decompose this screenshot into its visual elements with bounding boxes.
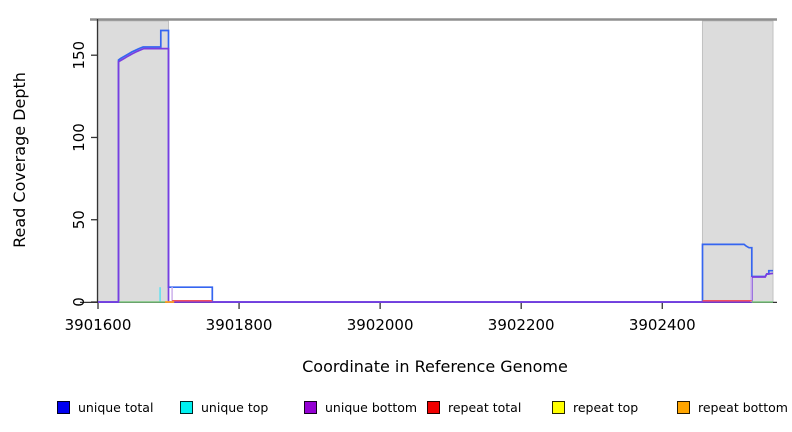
- unique-total-swatch-icon: [57, 400, 70, 414]
- legend: unique total unique top unique bottom re…: [0, 396, 792, 424]
- x-tick-label: 3901800: [206, 316, 273, 334]
- legend-item-unique-bottom: unique bottom: [304, 396, 417, 418]
- x-tick-label: 3901600: [65, 316, 132, 334]
- unique-top-swatch-icon: [180, 400, 193, 414]
- x-tick-label: 3902000: [347, 316, 414, 334]
- legend-label: repeat total: [448, 399, 522, 415]
- legend-label: repeat bottom: [698, 399, 788, 415]
- repeat-top-swatch-icon: [552, 400, 565, 414]
- y-tick-label: 150: [70, 41, 88, 70]
- y-tick-label: 0: [70, 297, 88, 307]
- x-axis-title: Coordinate in Reference Genome: [302, 357, 568, 376]
- repeat-bottom-swatch-icon: [677, 400, 690, 414]
- legend-item-unique-top: unique top: [180, 396, 268, 418]
- coverage-plot: 3901600 3901800 3902000 3902200 3902400 0 50 10…: [10, 18, 777, 376]
- legend-label: unique bottom: [325, 399, 418, 415]
- series-line-unique-bottom: [98, 47, 774, 303]
- legend-item-repeat-bottom: repeat bottom: [677, 396, 788, 418]
- y-axis-title: Read Coverage Depth: [10, 72, 29, 248]
- y-tick-label: 50: [70, 210, 88, 229]
- repeat-total-swatch-icon: [427, 400, 440, 414]
- unique-bottom-swatch-icon: [304, 400, 317, 414]
- legend-label: repeat top: [573, 399, 639, 415]
- legend-item-repeat-total: repeat total: [427, 396, 521, 418]
- shaded-region: [97, 20, 170, 303]
- x-tick-label: 3902200: [488, 316, 555, 334]
- shaded-region: [701, 20, 774, 303]
- legend-label: unique total: [78, 399, 154, 415]
- legend-item-unique-total: unique total: [57, 396, 153, 418]
- x-tick-label: 3902400: [629, 316, 696, 334]
- series-line-unique-total: [98, 29, 773, 303]
- legend-item-repeat-top: repeat top: [552, 396, 638, 418]
- y-tick-label: 100: [70, 123, 88, 152]
- legend-label: unique top: [201, 399, 269, 415]
